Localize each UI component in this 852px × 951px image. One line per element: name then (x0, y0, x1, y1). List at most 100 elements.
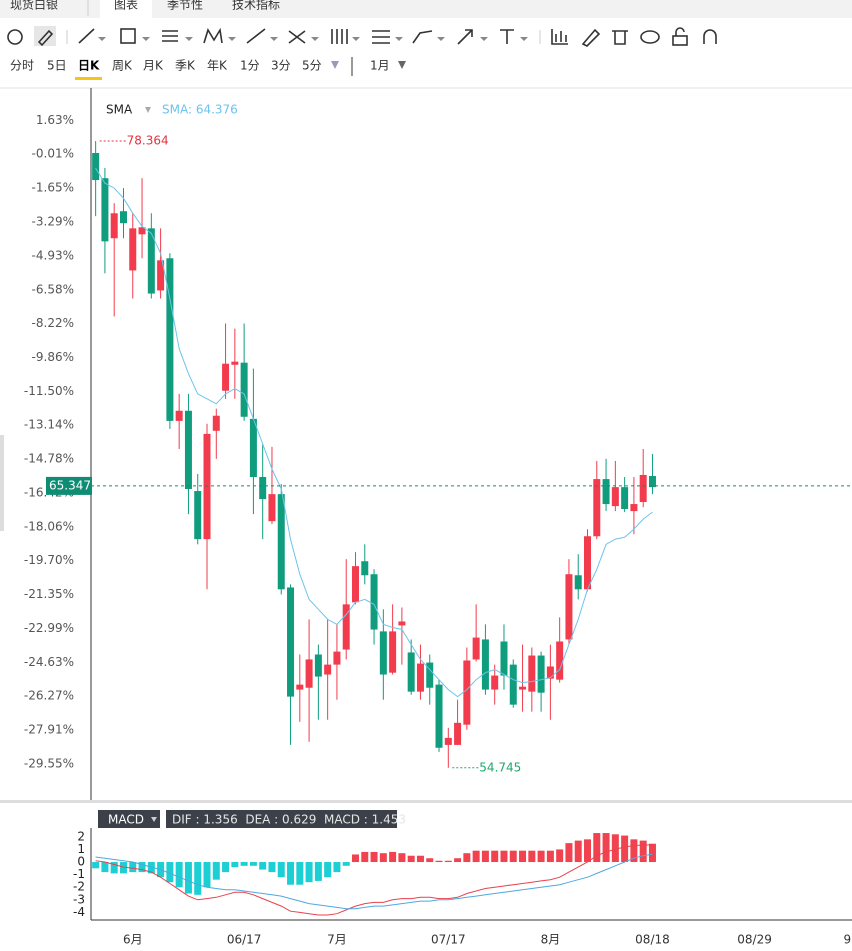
dropdown[interactable] (185, 37, 193, 41)
tool-icon[interactable] (412, 30, 433, 44)
macd-bar (314, 862, 322, 881)
dropdown[interactable] (398, 61, 406, 69)
dif-line (95, 844, 653, 916)
candle-body (565, 574, 573, 640)
macd-bar (277, 862, 285, 878)
active-tab-bg (100, 0, 152, 18)
y-tick-label: -3.29% (32, 214, 74, 228)
tool-icon[interactable] (78, 28, 95, 44)
dropdown[interactable] (480, 37, 488, 41)
dropdown[interactable] (311, 37, 319, 41)
dropdown[interactable] (437, 37, 445, 41)
tool-icon[interactable] (203, 27, 223, 44)
tool-icon[interactable] (500, 29, 514, 44)
period[interactable]: 分时 (10, 59, 34, 73)
period[interactable]: 年K (207, 59, 228, 73)
tool-icon[interactable] (288, 30, 306, 44)
tool-icon[interactable] (457, 29, 473, 45)
candle-body (546, 666, 554, 679)
dropdown[interactable] (151, 817, 157, 822)
macd-bar (175, 862, 183, 888)
candle-body (361, 561, 369, 576)
active-underline (75, 77, 102, 80)
period[interactable]: 月K (143, 59, 164, 73)
tool-icon[interactable] (675, 27, 685, 36)
macd-bar (342, 862, 350, 866)
tool-icon[interactable] (246, 28, 266, 44)
period[interactable]: 5日 (47, 59, 67, 73)
candle-body (370, 574, 378, 630)
tool-icon[interactable] (672, 35, 688, 46)
candle-body (194, 491, 202, 540)
tool-icon[interactable] (612, 30, 628, 45)
candle-body (500, 641, 508, 676)
y-tick-label: -4.93% (32, 248, 74, 262)
dropdown[interactable] (331, 61, 339, 69)
tool-icon[interactable] (120, 28, 136, 44)
candle-body (240, 362, 248, 417)
y-tick-label: -11.50% (24, 384, 74, 398)
dropdown[interactable] (98, 37, 106, 41)
period-active[interactable]: 日K (78, 59, 100, 73)
tool-icon[interactable] (331, 29, 348, 44)
y-tick-label: 1 (77, 842, 85, 856)
candle-body (379, 631, 387, 675)
dropdown[interactable] (142, 37, 150, 41)
y-tick-label: -21.35% (24, 587, 74, 601)
tab[interactable]: 现货白银 (10, 0, 58, 12)
y-tick-label: -4 (73, 905, 85, 919)
period[interactable]: 季K (175, 59, 196, 73)
y-tick-label: -0.01% (32, 147, 74, 161)
candle-body (574, 575, 582, 590)
tool-icon[interactable] (162, 30, 178, 42)
macd-bar (630, 839, 638, 863)
tool-icon[interactable] (581, 28, 601, 47)
macd-bar (463, 853, 471, 863)
macd-bar (129, 862, 137, 873)
dropdown[interactable] (395, 37, 403, 41)
indicator-value: SMA: 64.376 (162, 103, 238, 117)
dropdown[interactable] (352, 37, 360, 41)
dropdown[interactable] (270, 37, 278, 41)
dropdown[interactable] (520, 37, 528, 41)
tool-icon[interactable] (7, 29, 23, 45)
macd-bar (454, 858, 462, 863)
period[interactable]: 1分 (240, 59, 260, 73)
tool-icon[interactable] (703, 29, 717, 44)
y-tick-label: 1.63% (36, 113, 74, 127)
tab[interactable]: 技术指标 (232, 0, 280, 12)
macd-bar (240, 862, 248, 866)
macd-bar (398, 853, 406, 863)
candle-body (119, 211, 127, 224)
y-tick-label: -22.99% (24, 621, 74, 635)
tool-icon[interactable] (640, 30, 660, 44)
tab[interactable]: 图表 (114, 0, 138, 12)
macd-bar (194, 862, 202, 895)
candle-body (277, 494, 285, 590)
dropdown[interactable] (145, 107, 151, 113)
macd-bar (621, 835, 629, 863)
period[interactable]: 5分 (302, 59, 322, 73)
tool-icon[interactable] (551, 29, 568, 45)
annotation: 78.364 (127, 134, 169, 148)
period[interactable]: 3分 (271, 59, 291, 73)
scroll-handle[interactable] (0, 435, 4, 531)
candle-body (648, 475, 656, 488)
indicator-button[interactable] (98, 810, 160, 828)
y-tick-label: -14.78% (24, 452, 74, 466)
indicator-name: MACD (108, 813, 144, 827)
period-bar: 分时 5日 日K 周K 月K 季K 年K 1分 3分 5分 1月 (10, 57, 406, 80)
candle-body (509, 664, 517, 705)
x-tick-label: 08/18 (635, 933, 670, 947)
candle-body (147, 228, 155, 294)
tool-icon[interactable] (372, 30, 390, 44)
dropdown[interactable] (228, 37, 236, 41)
tool-icon[interactable] (37, 29, 54, 47)
macd-bar (351, 854, 359, 863)
macd-bar (147, 862, 155, 874)
macd-bar (287, 862, 295, 885)
range[interactable]: 1月 (370, 59, 390, 73)
period[interactable]: 周K (112, 59, 133, 73)
macd-bar (426, 858, 434, 863)
tab[interactable]: 季节性 (167, 0, 203, 12)
